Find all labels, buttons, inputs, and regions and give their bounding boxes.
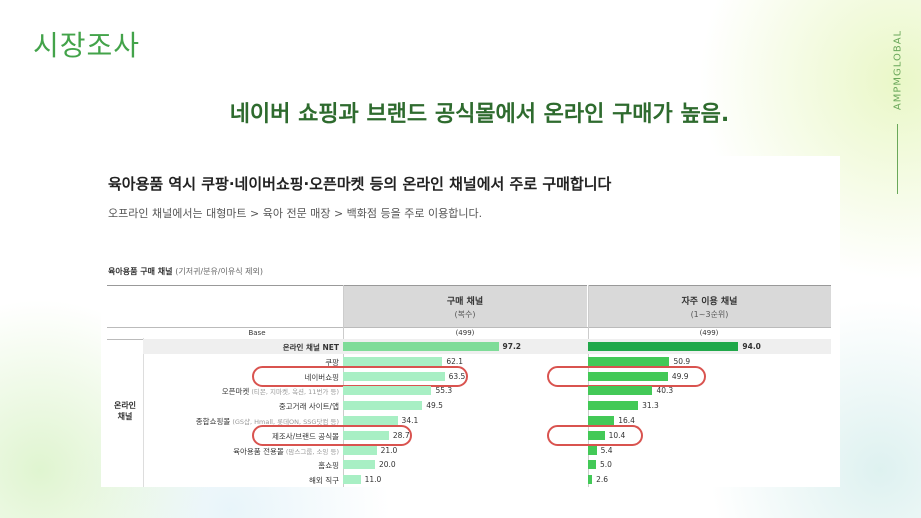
frequent-bar [588, 342, 739, 351]
column-sub: (1~3순위) [690, 310, 729, 319]
section-title: 시장조사 [33, 29, 141, 62]
frequent-value: 94.0 [742, 342, 761, 351]
panel-subtitle: 오프라인 채널에서는 대형마트 > 육아 전문 매장 > 백화점 등을 주로 이… [108, 207, 483, 220]
frequent-value: 40.3 [656, 386, 674, 396]
headline-text: 네이버 쇼핑과 브랜드 공식몰에서 온라인 구매가 높음. [229, 102, 730, 127]
purchase-value: 21.0 [380, 445, 398, 455]
chart-title-text: 육아용품 구매 채널 [108, 267, 173, 276]
highlight-oval [252, 365, 468, 387]
chart-title: 육아용품 구매 채널 (기저귀/분유/이유식 제외) [108, 266, 263, 277]
frequent-bar [588, 475, 593, 485]
base-value: (499) [699, 329, 719, 337]
frequent-value: 5.0 [600, 460, 612, 470]
purchase-value: 49.5 [426, 401, 443, 411]
frequent-value: 31.3 [642, 401, 659, 411]
table-row: 네이버쇼핑 63.5 49.9 [143, 369, 831, 384]
frequent-value: 2.6 [596, 475, 609, 485]
frequent-bar [588, 445, 597, 455]
row-label: 네이버쇼핑 [304, 372, 340, 382]
column-sub: (복수) [454, 310, 476, 319]
purchase-bar [343, 475, 361, 485]
purchase-bar [343, 416, 398, 425]
frequent-bar [588, 401, 639, 411]
purchase-value: 34.1 [401, 416, 419, 425]
table-row: 해외 직구 11.0 2.6 [143, 472, 831, 487]
purchase-value: 11.0 [364, 475, 382, 485]
row-label: 온라인 채널 NET [282, 343, 339, 352]
purchase-value: 97.2 [502, 342, 522, 351]
table-row: 오픈마켓 (티몬, 지마켓, 옥션, 11번가 등) 55.3 40.3 [143, 383, 831, 398]
table-row: 쿠팡 62.1 50.9 [143, 354, 831, 369]
purchase-value: 55.3 [435, 386, 453, 396]
highlight-oval [547, 424, 643, 446]
table-row-net: 온라인 채널 NET 97.2 94.0 [143, 339, 831, 354]
frequent-value: 49.9 [671, 371, 689, 381]
panel-title: 육아용품 역시 쿠팡·네이버쇼핑·오픈마켓 등의 온라인 채널에서 주로 구매합… [108, 175, 612, 193]
row-label: 제조사/브랜드 공식몰 [271, 431, 339, 441]
column-title: 자주 이용 채널 [681, 297, 738, 307]
base-value: (499) [455, 329, 475, 337]
row-label: 오픈마켓 (티몬, 지마켓, 옥션, 11번가 등) [221, 387, 339, 397]
row-label-note: (티몬, 지마켓, 옥션, 11번가 등) [249, 388, 339, 397]
row-label: 쿠팡 [325, 357, 339, 367]
frequent-value: 5.4 [600, 445, 613, 455]
table-row: 종합쇼핑몰 (GS샵, Hmall, 롯데ON, SSG닷컴 등) 34.1 16.… [143, 413, 831, 428]
row-label: 육아용품 전용몰 (맘스그룹, 소잉 등) [233, 446, 339, 456]
purchase-value: 20.0 [379, 460, 396, 470]
row-label-note: (맘스그룹, 소잉 등) [283, 447, 339, 456]
purchase-bar [343, 371, 445, 381]
brand-divider [897, 124, 898, 194]
frequent-bar [588, 371, 668, 381]
frequent-value: 50.9 [673, 356, 691, 366]
frequent-value: 10.4 [608, 430, 626, 440]
row-label: 중고거래 사이트/앱 [278, 402, 339, 412]
row-label: 해외 직구 [309, 476, 339, 486]
chart-note: (기저귀/분유/이유식 제외) [175, 267, 264, 276]
highlight-oval [252, 424, 412, 446]
frequent-value: 16.4 [618, 416, 635, 425]
table-row: 육아용품 전용몰 (맘스그룹, 소잉 등) 21.0 5.4 [143, 443, 831, 458]
survey-panel: 육아용품 역시 쿠팡·네이버쇼핑·오픈마켓 등의 온라인 채널에서 주로 구매합… [101, 156, 840, 487]
purchase-bar [343, 356, 443, 366]
base-label: Base [248, 329, 266, 337]
row-label: 홈쇼핑 [318, 461, 339, 471]
purchase-bar [343, 445, 377, 455]
channel-table: 구매 채널 (복수) 자주 이용 채널 (1~3순위) Base (499) (… [107, 285, 831, 487]
column-title: 구매 채널 [446, 297, 484, 307]
frequent-bar [588, 416, 615, 425]
headline: 네이버 쇼핑과 브랜드 공식몰에서 온라인 구매가 높음. [0, 96, 921, 128]
frequent-bar [588, 356, 670, 366]
frequent-bar [588, 460, 596, 470]
group-cell: 온라인 채널 [107, 338, 144, 487]
column-header-frequent: 자주 이용 채널 (1~3순위) [588, 285, 831, 328]
purchase-bar [343, 401, 423, 411]
row-label-note: (GS샵, Hmall, 롯데ON, SSG닷컴 등) [230, 418, 339, 426]
purchase-bar [343, 460, 375, 470]
table-row: 제조사/브랜드 공식몰 28.7 10.4 [143, 428, 831, 443]
column-header-purchase: 구매 채널 (복수) [343, 285, 587, 328]
table-header-blank [107, 285, 343, 328]
frequent-bar [588, 386, 653, 396]
table-row: 중고거래 사이트/앱 49.5 31.3 [143, 398, 831, 413]
purchase-bar [343, 386, 432, 396]
group-label: 온라인 채널 [113, 401, 137, 421]
highlight-oval [547, 365, 706, 387]
purchase-bar [343, 430, 389, 440]
purchase-bar [343, 342, 499, 351]
table-row: 홈쇼핑 20.0 5.0 [143, 457, 831, 472]
frequent-bar [588, 430, 605, 440]
row-label: 종합쇼핑몰 (GS샵, Hmall, 롯데ON, SSG닷컴 등) [195, 417, 339, 426]
purchase-value: 62.1 [446, 356, 464, 366]
